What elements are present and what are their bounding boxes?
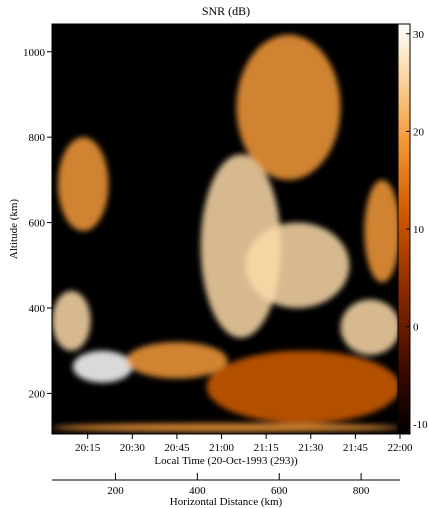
distance-axis-label: Horizontal Distance (km): [170, 496, 283, 508]
y-axis: 200 400 600 800 1000: [23, 47, 52, 400]
plot-area: [51, 23, 401, 435]
distance-tick-label: 200: [107, 485, 124, 497]
chart-title: SNR (dB): [202, 4, 250, 18]
echo-region: [340, 299, 400, 355]
colorbar-tick-label: 20: [413, 126, 425, 138]
colorbar-tick-label: 10: [413, 224, 425, 236]
echo-region: [52, 423, 400, 432]
x-tick-label: 20:45: [164, 442, 190, 454]
colorbar-ticks: -10 0 10 20 30: [406, 29, 428, 431]
x-tick-label: 21:45: [343, 442, 369, 454]
echo-region: [52, 290, 91, 351]
echo-region: [57, 137, 109, 232]
colorbar-tick-label: 0: [413, 322, 419, 334]
colorbar-tick-label: -10: [413, 419, 428, 431]
colorbar-tick-label: 30: [413, 29, 425, 41]
distance-tick-label: 400: [189, 485, 206, 497]
x-tick-label: 20:15: [75, 442, 101, 454]
x-tick-label: 21:15: [254, 442, 280, 454]
y-axis-label: Altitude (km): [8, 199, 20, 260]
distance-tick-label: 800: [353, 485, 370, 497]
echo-region: [126, 342, 228, 379]
colorbar: -10 0 10 20 30: [397, 23, 428, 435]
x-tick-label: 21:30: [298, 442, 324, 454]
y-tick-label: 1000: [23, 47, 46, 59]
echo-regions: [52, 34, 400, 432]
y-tick-label: 400: [29, 303, 46, 315]
x-axis-label: Local Time (20-Oct-1993 (293)): [154, 455, 298, 467]
echo-region: [245, 222, 350, 309]
y-tick-label: 200: [29, 388, 46, 400]
distance-tick-label: 600: [271, 485, 288, 497]
x-tick-label: 20:30: [120, 442, 146, 454]
echo-region: [72, 350, 133, 383]
echo-region: [364, 179, 400, 283]
y-tick-label: 800: [29, 132, 46, 144]
y-tick-label: 600: [29, 218, 46, 230]
echo-region: [236, 34, 341, 180]
x-tick-label: 21:00: [209, 442, 235, 454]
x-tick-label: 22:00: [387, 442, 413, 454]
x-axis: 20:15 20:30 20:45 21:00 21:15 21:30 21:45 22:00: [75, 434, 413, 454]
distance-axis: 200 400 600 800: [52, 473, 400, 497]
echo-region: [206, 350, 400, 424]
